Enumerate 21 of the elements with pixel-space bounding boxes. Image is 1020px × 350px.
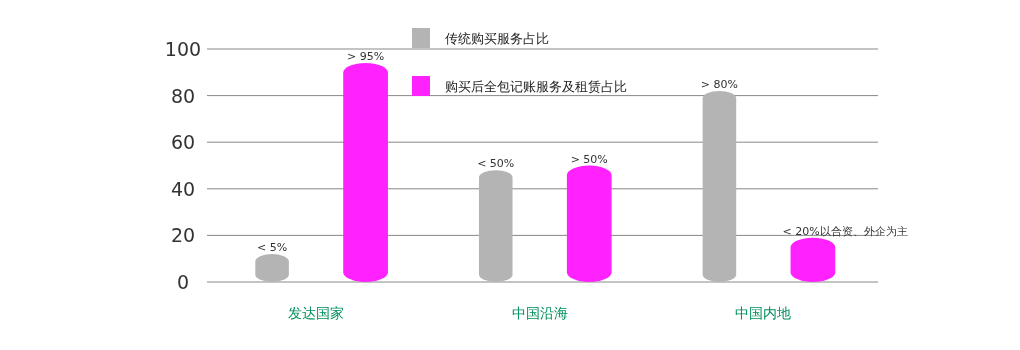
- y-tick-label: 60: [170, 131, 196, 154]
- data-label: > 80%: [700, 77, 739, 91]
- x-tick-label: 发达国家: [287, 305, 344, 321]
- bar: [343, 63, 388, 282]
- bar: [566, 165, 612, 282]
- y-tick-label: 80: [170, 84, 196, 107]
- data-label: < 50%: [477, 157, 515, 171]
- data-label: > 50%: [570, 152, 608, 166]
- y-tick-label: 20: [170, 224, 196, 247]
- data-label: < 20%以合资、外企为主: [782, 224, 908, 238]
- y-tick-label: 40: [170, 177, 196, 200]
- x-tick-label: 中国内地: [735, 305, 792, 321]
- y-tick-label: 0: [176, 271, 190, 293]
- bar: [478, 170, 513, 282]
- legend-label: 传统购买服务占比: [445, 31, 549, 46]
- y-tick-label: 100: [164, 38, 202, 60]
- data-label: < 5%: [257, 241, 288, 255]
- bar: [702, 90, 737, 282]
- x-tick-label: 中国沿海: [511, 305, 568, 321]
- data-label: > 95%: [346, 49, 385, 63]
- legend-label: 购买后全包记账服务及租赁占比: [445, 79, 627, 94]
